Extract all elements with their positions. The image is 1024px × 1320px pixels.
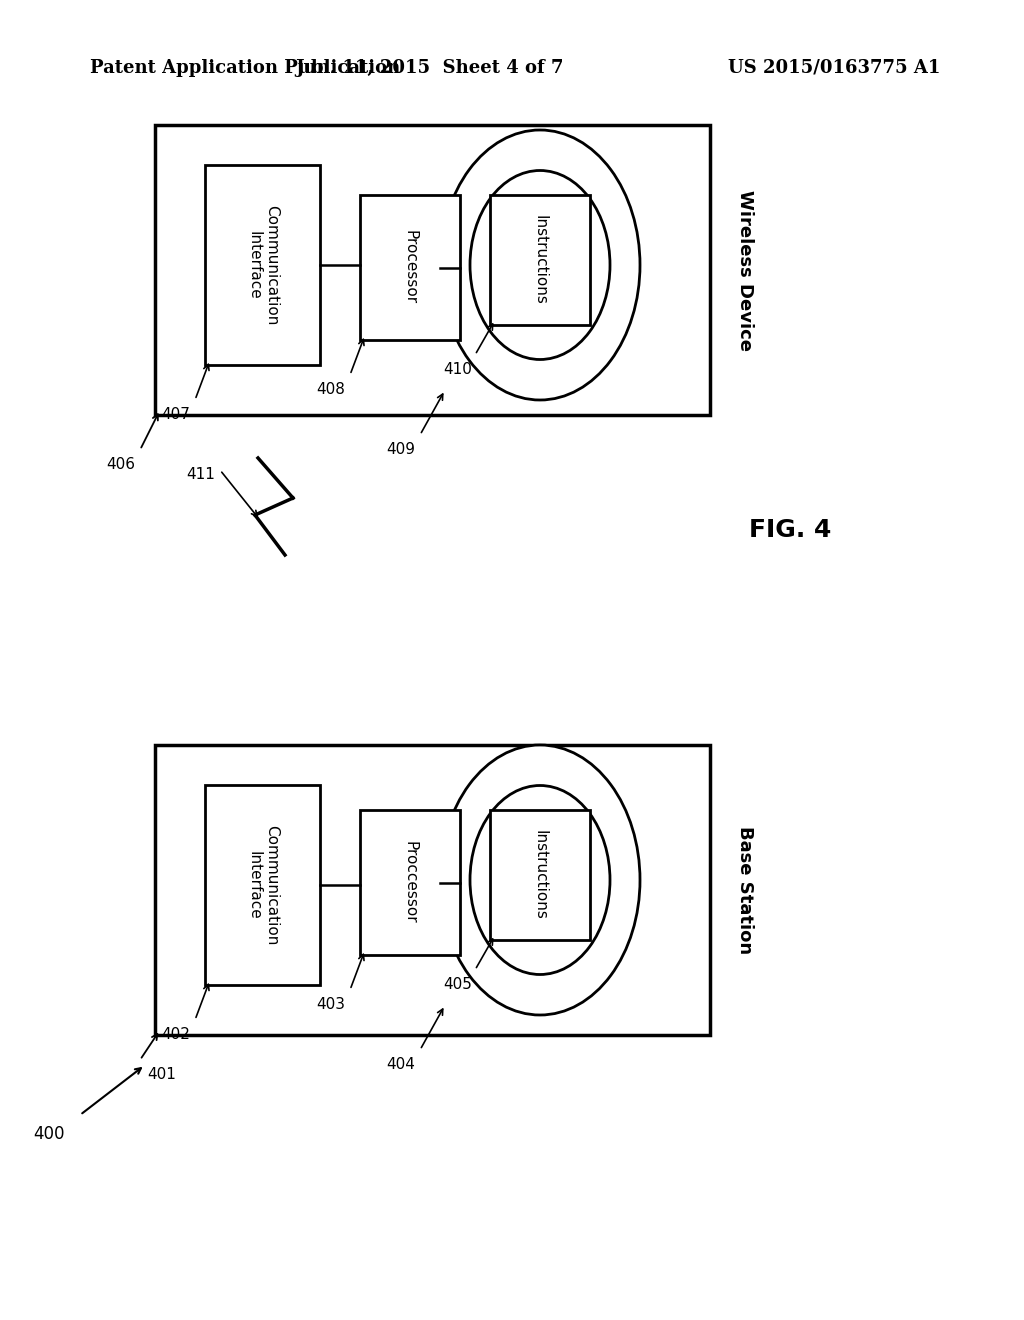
Bar [155,744,710,1035]
Ellipse shape [470,785,610,974]
Text: 400: 400 [34,1125,65,1143]
Text: 406: 406 [106,457,135,473]
Ellipse shape [470,170,610,359]
Text: 402: 402 [161,1027,190,1041]
Text: 411: 411 [186,467,215,482]
Text: 403: 403 [316,997,345,1012]
Text: 410: 410 [443,362,472,378]
Bar [360,810,460,954]
Text: 401: 401 [147,1067,176,1082]
Text: Instructions: Instructions [532,215,548,305]
Text: Communication
Interface: Communication Interface [247,205,279,325]
Bar [490,195,590,325]
Text: US 2015/0163775 A1: US 2015/0163775 A1 [728,59,940,77]
Bar [490,810,590,940]
Bar [155,125,710,414]
Text: Proccessor: Proccessor [402,841,418,924]
Text: 405: 405 [443,977,472,993]
Ellipse shape [440,744,640,1015]
Text: Base Station: Base Station [736,826,754,954]
Text: 404: 404 [386,1057,415,1072]
Text: 409: 409 [386,442,415,457]
Text: Jun. 11, 2015  Sheet 4 of 7: Jun. 11, 2015 Sheet 4 of 7 [296,59,564,77]
Text: Processor: Processor [402,231,418,305]
Text: FIG. 4: FIG. 4 [749,517,831,543]
Bar [360,195,460,341]
Bar [205,785,319,985]
Text: Instructions: Instructions [532,830,548,920]
Bar [205,165,319,366]
Text: Wireless Device: Wireless Device [736,190,754,351]
Text: Communication
Interface: Communication Interface [247,825,279,945]
Text: 407: 407 [161,407,190,422]
Text: Patent Application Publication: Patent Application Publication [90,59,400,77]
Text: 408: 408 [316,381,345,397]
Ellipse shape [440,129,640,400]
